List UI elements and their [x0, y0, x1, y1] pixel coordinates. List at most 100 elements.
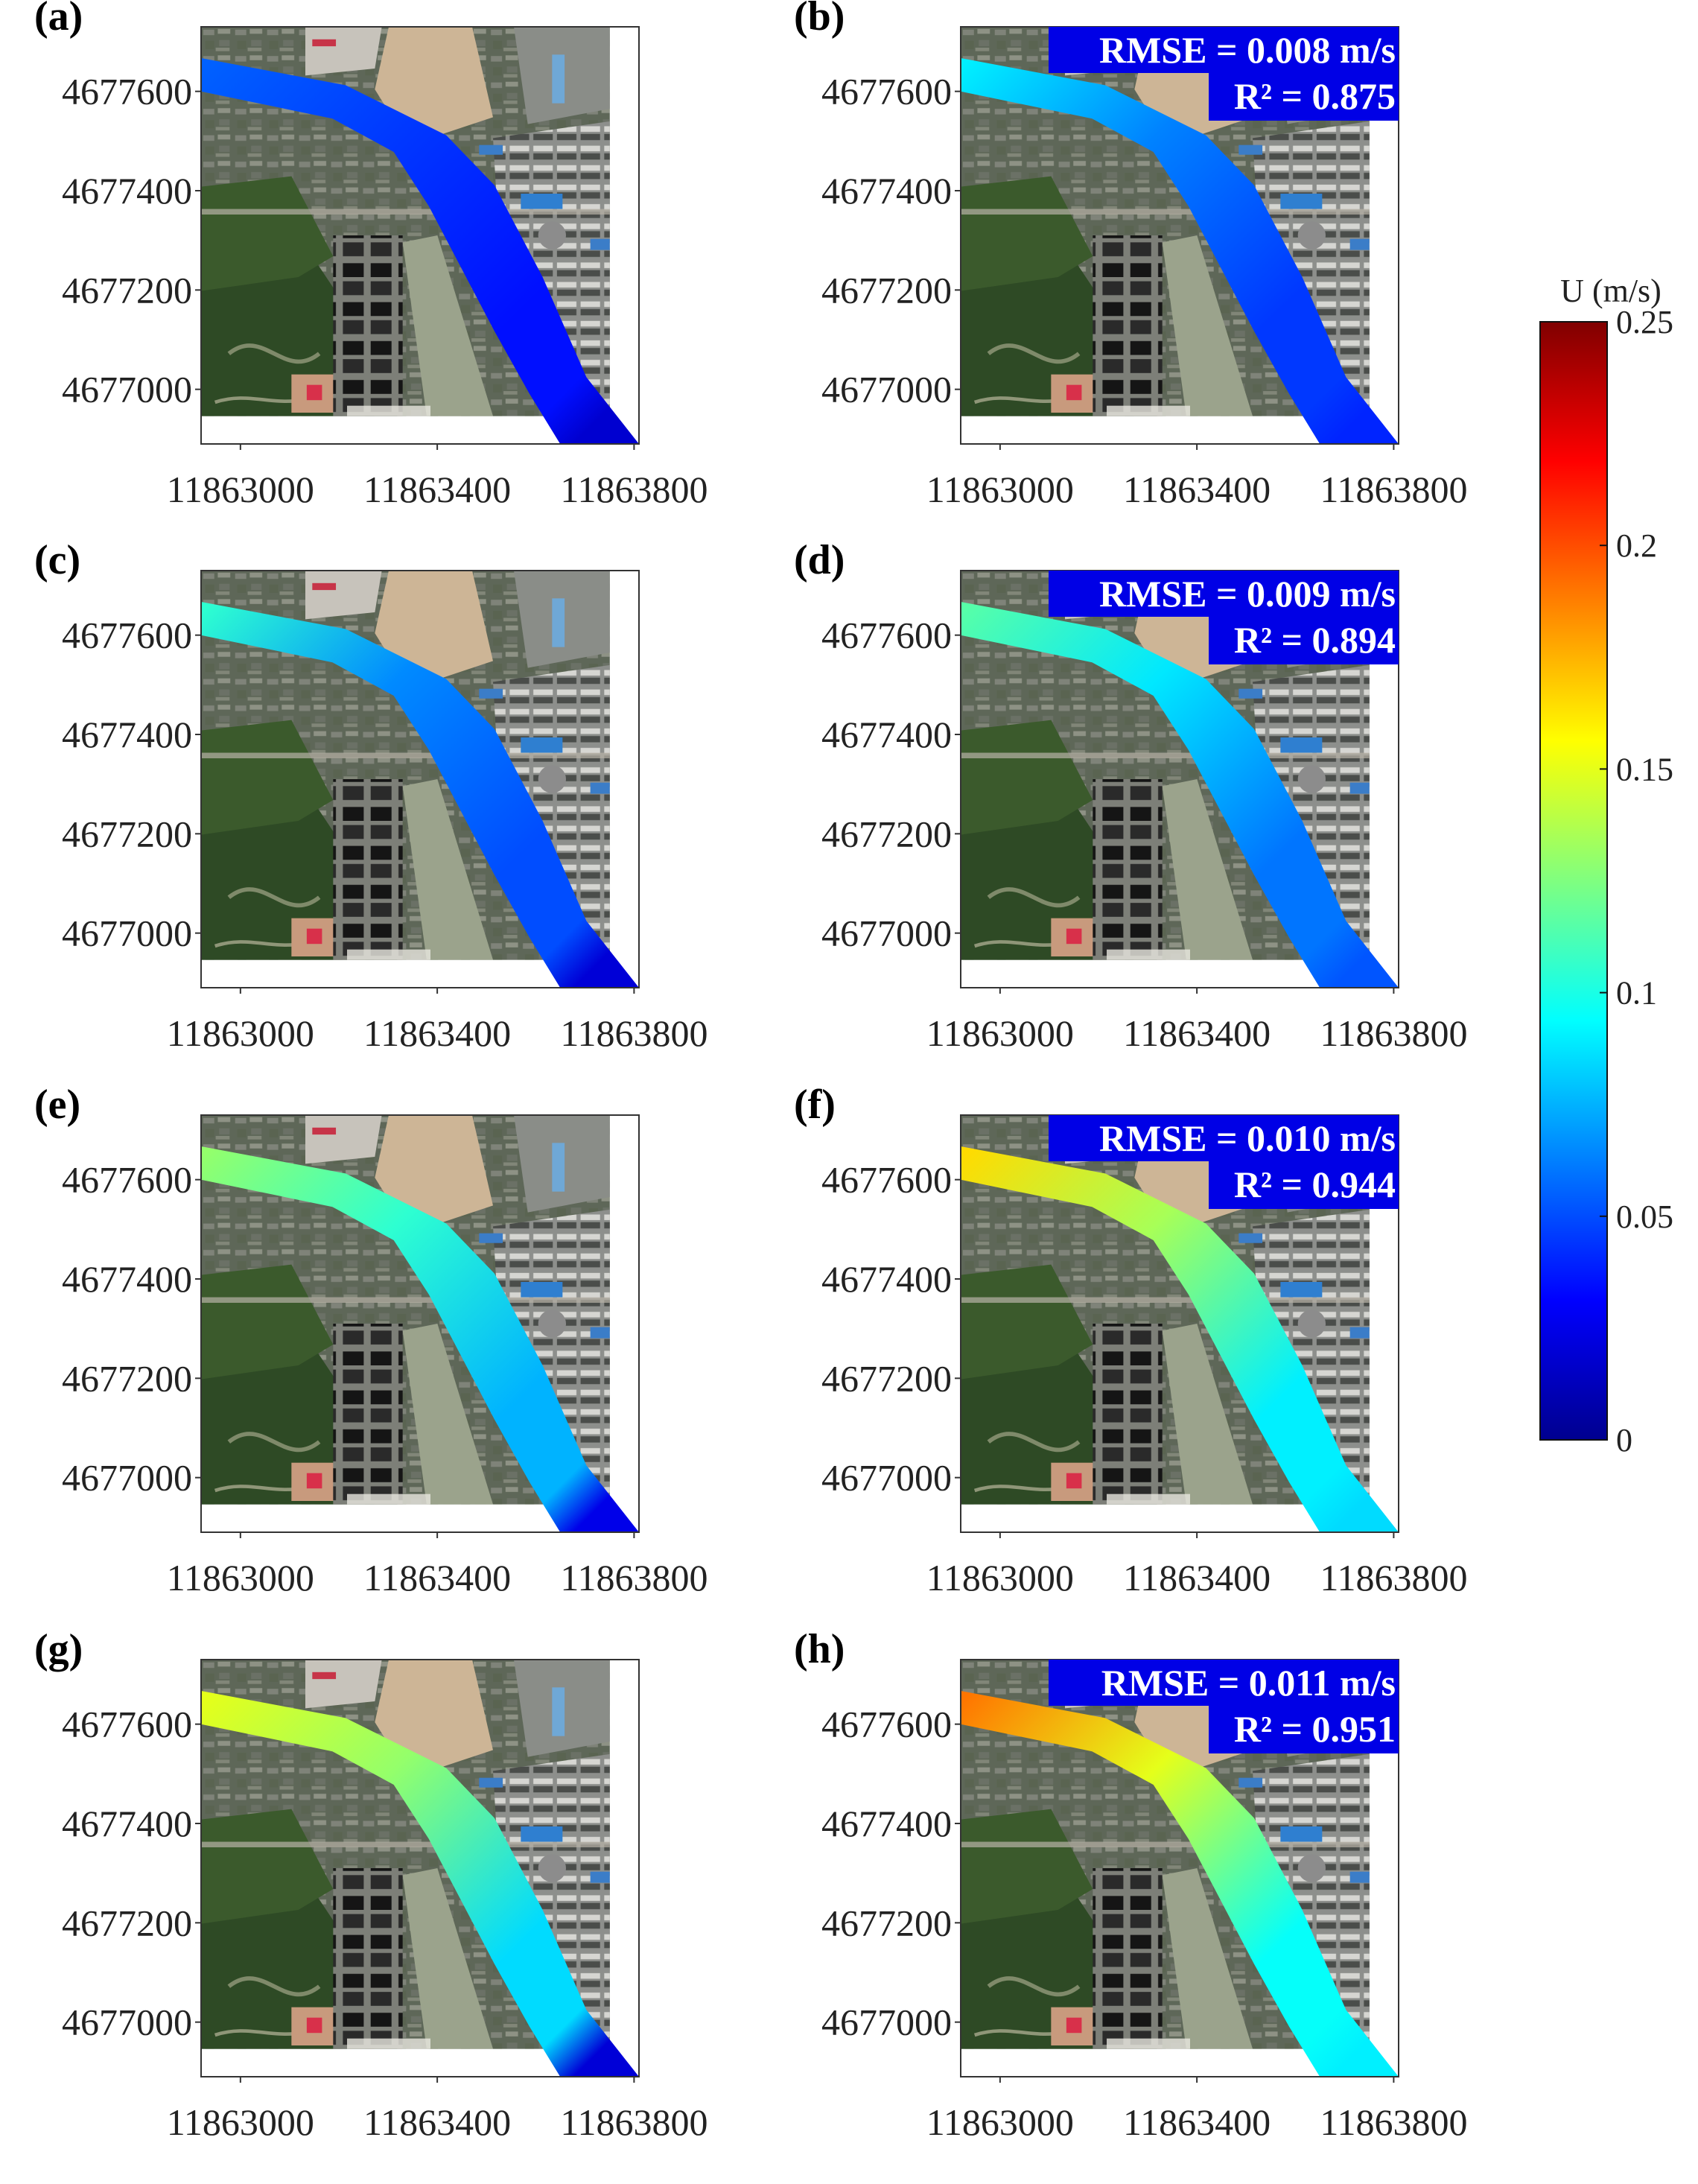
y-tick-label: 4677600 [62, 1159, 192, 1201]
panel-label: (c) [34, 537, 80, 583]
y-tick-label: 4677400 [821, 1803, 952, 1844]
colorbar-tick-label: 0.15 [1616, 751, 1673, 787]
x-tick-label: 11863000 [926, 469, 1074, 510]
x-tick-label: 11863000 [926, 1012, 1074, 1054]
y-tick-label: 4677400 [821, 714, 952, 755]
y-tick-label: 4677200 [62, 1357, 192, 1399]
panel-c: 4677000 4677200 4677400 4677600 11863000 1186… [34, 537, 708, 1054]
river-velocity-field [201, 602, 639, 988]
y-tick-label: 4677000 [821, 2002, 952, 2043]
metrics-box: RMSE = 0.010 m/s R² = 0.944 [1049, 1115, 1399, 1209]
y-tick-label: 4677600 [821, 1704, 952, 1745]
panel-d: 4677000 4677200 4677400 4677600 11863000 1186… [794, 537, 1467, 1054]
x-tick-label: 11863400 [1123, 469, 1271, 510]
panel-label: (d) [794, 537, 845, 583]
colorbar-tick-label: 0.1 [1616, 975, 1657, 1012]
y-tick-label: 4677400 [62, 714, 192, 755]
rmse-text: RMSE = 0.010 m/s [1099, 1117, 1396, 1159]
colorbar-tick-label: 0.25 [1616, 304, 1673, 340]
colorbar: U (m/s) 0 0.05 0.1 0.15 0.2 0.25 [1539, 273, 1673, 1458]
river-velocity-field [201, 1691, 639, 2077]
x-tick-label: 11863400 [1123, 1012, 1271, 1054]
y-tick-label: 4677200 [821, 813, 952, 854]
colorbar-tick-label: 0 [1616, 1422, 1632, 1458]
colorbar-title: U (m/s) [1560, 273, 1662, 309]
colorbar-ticks: 0 0.05 0.1 0.15 0.2 0.25 [1600, 304, 1673, 1458]
r2-text: R² = 0.944 [1234, 1164, 1396, 1205]
x-tick-label: 11863800 [560, 2101, 708, 2143]
axes-frame [200, 570, 640, 988]
y-tick-label: 4677600 [62, 71, 192, 112]
y-tick-label: 4677600 [62, 1704, 192, 1745]
x-tick-label: 11863800 [1320, 2101, 1467, 2143]
y-tick-label: 4677200 [62, 1902, 192, 1943]
y-tick-label: 4677200 [62, 813, 192, 854]
river-velocity-field [961, 602, 1399, 988]
panel-g: 4677000 4677200 4677400 4677600 11863000 1186… [34, 1626, 708, 2143]
y-tick-label: 4677400 [62, 1258, 192, 1300]
panel-h: 4677000 4677200 4677400 4677600 11863000 1186… [794, 1626, 1467, 2143]
colorbar-gradient [1539, 321, 1608, 1441]
panel-b: 4677000 4677200 4677400 4677600 11863000 1186… [794, 0, 1467, 510]
rmse-background [1049, 1660, 1399, 1706]
colorbar-tick-label: 0.05 [1616, 1199, 1673, 1235]
y-tick-label: 4677000 [62, 369, 192, 410]
rmse-text: RMSE = 0.008 m/s [1099, 29, 1396, 71]
y-tick-label: 4677600 [821, 71, 952, 112]
axes-frame [200, 1114, 640, 1533]
x-tick-label: 11863000 [167, 1557, 314, 1599]
x-tick-label: 11863400 [1123, 2101, 1271, 2143]
panel-label: (h) [794, 1626, 845, 1672]
y-tick-label: 4677200 [821, 1357, 952, 1399]
y-tick-label: 4677000 [62, 1457, 192, 1499]
x-tick-label: 11863800 [1320, 469, 1467, 510]
x-tick-label: 11863000 [926, 1557, 1074, 1599]
y-tick-label: 4677000 [62, 912, 192, 954]
y-tick-label: 4677000 [821, 369, 952, 410]
x-tick-label: 11863400 [363, 1012, 511, 1054]
y-tick-label: 4677600 [821, 615, 952, 656]
panel-label: (f) [794, 1082, 836, 1128]
rmse-background [1049, 27, 1399, 73]
panel-label: (a) [34, 0, 83, 39]
panel-a: 4677000 4677200 4677400 4677600 11863000 1186… [34, 0, 708, 510]
y-tick-label: 4677000 [62, 2002, 192, 2043]
x-tick-label: 11863400 [363, 2101, 511, 2143]
y-tick-label: 4677400 [62, 1803, 192, 1844]
r2-background [1209, 73, 1399, 121]
x-tick-label: 11863000 [167, 1012, 314, 1054]
river-velocity-field [201, 1146, 639, 1532]
y-tick-label: 4677400 [821, 1258, 952, 1300]
panel-e: 4677000 4677200 4677400 4677600 11863000 1186… [34, 1082, 708, 1599]
rmse-background [1049, 571, 1399, 617]
colorbar-tick-label: 0.2 [1616, 527, 1657, 564]
metrics-box: RMSE = 0.009 m/sR² = 0.894 [1049, 571, 1399, 664]
r2-text: R² = 0.875 [1234, 75, 1396, 117]
x-tick-label: 11863800 [560, 469, 708, 510]
y-tick-label: 4677000 [821, 912, 952, 954]
river-velocity-field [961, 58, 1399, 444]
r2-text: R² = 0.894 [1234, 619, 1396, 661]
r2-background [1209, 1706, 1399, 1753]
r2-background [1209, 1161, 1399, 1209]
y-tick-label: 4677600 [821, 1159, 952, 1201]
panel-label: (b) [794, 0, 845, 39]
x-tick-label: 11863800 [1320, 1557, 1467, 1599]
x-tick-label: 11863800 [1320, 1012, 1467, 1054]
panel-f: 4677000 4677200 4677400 4677600 11863000 1186… [794, 1082, 1467, 1599]
y-tick-label: 4677200 [821, 1902, 952, 1943]
x-tick-label: 11863800 [560, 1557, 708, 1599]
y-tick-label: 4677000 [821, 1457, 952, 1499]
x-tick-label: 11863400 [1123, 1557, 1271, 1599]
x-tick-label: 11863000 [926, 2101, 1074, 2143]
panel-label: (g) [34, 1626, 83, 1672]
r2-background [1209, 617, 1399, 664]
rmse-text: RMSE = 0.011 m/s [1101, 1662, 1396, 1704]
x-tick-label: 11863800 [560, 1012, 708, 1054]
x-tick-label: 11863000 [167, 2101, 314, 2143]
r2-text: R² = 0.951 [1234, 1708, 1396, 1750]
y-tick-label: 4677600 [62, 615, 192, 656]
axes-frame [200, 1659, 640, 2077]
panels-layer: 4677000 4677200 4677400 4677600 11863000 1186… [34, 0, 1467, 2143]
